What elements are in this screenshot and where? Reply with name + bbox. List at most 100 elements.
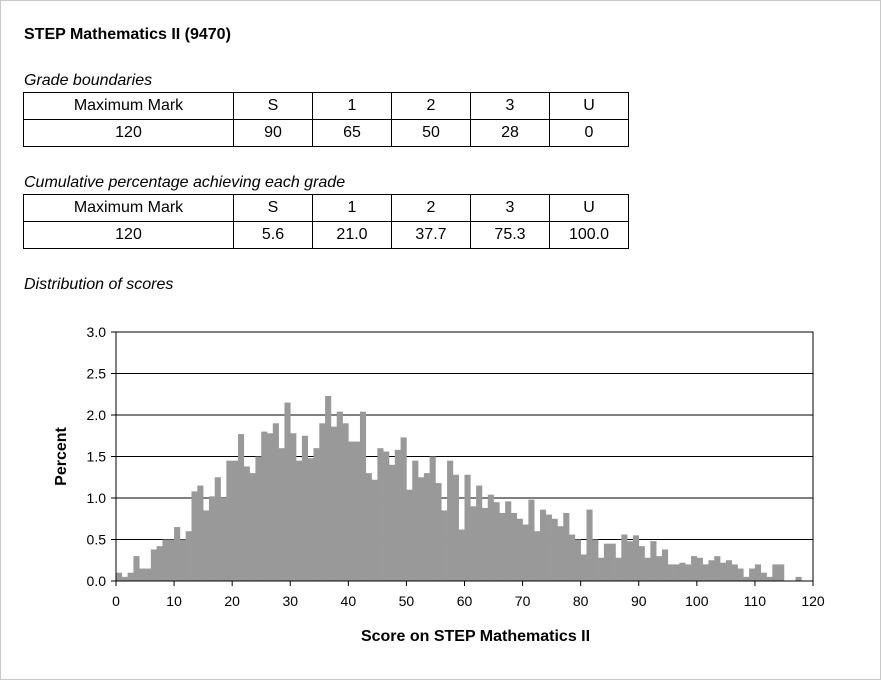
histogram-bar xyxy=(197,485,204,581)
y-tick-label: 0.5 xyxy=(87,532,107,548)
header-cell: 3 xyxy=(470,92,550,120)
histogram-bar xyxy=(667,564,674,581)
x-tick-label: 40 xyxy=(341,593,357,609)
x-tick-label: 50 xyxy=(399,593,415,609)
histogram-bar xyxy=(470,506,477,581)
value-cell: 100.0 xyxy=(549,221,629,249)
histogram-bar xyxy=(656,556,663,581)
x-tick-label: 0 xyxy=(112,593,120,609)
histogram-bar xyxy=(226,460,233,581)
histogram-bar xyxy=(516,518,523,581)
histogram-bar xyxy=(412,460,419,581)
x-tick-label: 120 xyxy=(801,593,825,609)
histogram-bar xyxy=(220,498,227,581)
histogram-bar xyxy=(743,576,750,581)
y-tick-label: 0.0 xyxy=(87,573,107,589)
value-cell: 90 xyxy=(233,119,313,147)
histogram-bar xyxy=(487,494,494,581)
value-cell: 21.0 xyxy=(312,221,392,249)
histogram-bar xyxy=(127,572,134,581)
x-tick-label: 60 xyxy=(457,593,473,609)
histogram-bar xyxy=(458,529,465,581)
x-tick-label: 110 xyxy=(744,593,767,609)
value-cell: 120 xyxy=(23,221,234,249)
y-tick-label: 2.0 xyxy=(87,407,107,423)
x-tick-label: 30 xyxy=(282,593,298,609)
histogram-bar xyxy=(237,434,245,581)
table-row: 120 5.6 21.0 37.7 75.3 100.0 xyxy=(23,221,629,249)
histogram-bar xyxy=(772,564,779,581)
histogram-bar xyxy=(754,564,762,581)
histogram-bar xyxy=(313,448,320,581)
histogram-bar xyxy=(609,543,616,581)
header-cell: 2 xyxy=(391,92,471,120)
histogram-bar xyxy=(493,502,500,581)
histogram-bar xyxy=(168,539,175,581)
header-cell: U xyxy=(549,92,629,120)
histogram-bar xyxy=(499,512,506,581)
histogram-bar xyxy=(388,464,396,581)
histogram-bar xyxy=(760,572,767,581)
histogram-bar xyxy=(563,512,570,581)
histogram-bar xyxy=(621,534,628,581)
cumulative-table: Maximum Mark S 1 2 3 U 120 5.6 21.0 37.7… xyxy=(23,194,629,249)
value-cell: 120 xyxy=(23,119,234,147)
histogram-bar xyxy=(354,441,361,581)
histogram-bar xyxy=(632,535,640,581)
histogram-bar xyxy=(116,572,123,581)
histogram-bar xyxy=(714,556,721,581)
x-tick-label: 10 xyxy=(166,593,182,609)
histogram-bar xyxy=(267,433,274,581)
x-tick-label: 70 xyxy=(515,593,531,609)
y-tick-label: 3.0 xyxy=(87,324,107,340)
histogram-bar xyxy=(522,524,529,581)
histogram-bar xyxy=(644,557,651,581)
histogram-bar xyxy=(232,460,239,581)
x-tick-labels: 0 10 20 30 40 50 60 70 80 90 100 110 120 xyxy=(112,581,825,609)
histogram-bar xyxy=(528,499,535,581)
histogram-bar xyxy=(638,546,645,581)
value-cell: 0 xyxy=(549,119,629,147)
value-cell: 65 xyxy=(312,119,392,147)
histogram-bar xyxy=(423,473,430,581)
histogram-bar xyxy=(615,557,622,581)
header-cell: Maximum Mark xyxy=(23,194,234,222)
y-tick-label: 2.5 xyxy=(87,366,107,382)
table-row: Maximum Mark S 1 2 3 U xyxy=(23,92,629,120)
x-tick-label: 20 xyxy=(224,593,240,609)
histogram-bar xyxy=(627,541,634,581)
histogram-bar xyxy=(731,564,738,581)
histogram-bar xyxy=(685,564,692,581)
x-axis-label: Score on STEP Mathematics II xyxy=(361,628,590,645)
histogram-bar xyxy=(284,402,291,581)
histogram-bar xyxy=(725,560,732,581)
histogram-bar xyxy=(371,479,378,581)
histogram-bar xyxy=(336,411,343,581)
histogram-bar xyxy=(243,466,250,581)
histogram-bar xyxy=(441,510,448,581)
histogram-bar xyxy=(191,491,198,581)
histogram-bar xyxy=(569,534,576,581)
histogram-bar xyxy=(278,448,285,581)
x-tick-label: 80 xyxy=(573,593,589,609)
header-cell: S xyxy=(233,92,313,120)
histogram-bar xyxy=(296,460,303,581)
histogram-bar xyxy=(464,474,471,581)
histogram-bar xyxy=(545,514,552,581)
histogram-bar xyxy=(679,562,686,581)
histogram-bar xyxy=(505,501,512,581)
histogram-bar xyxy=(150,549,157,581)
histogram-bar xyxy=(429,456,436,581)
histogram-bar xyxy=(510,512,518,581)
histogram-bar xyxy=(603,543,611,581)
histogram-bar xyxy=(406,489,413,581)
histogram-bar xyxy=(261,431,268,581)
value-cell: 28 xyxy=(470,119,550,147)
histogram-bar xyxy=(133,556,140,581)
x-tick-label: 90 xyxy=(631,593,647,609)
table-row: Maximum Mark S 1 2 3 U xyxy=(23,194,629,222)
histogram-bar xyxy=(145,568,152,581)
histogram-bar xyxy=(203,510,210,581)
histogram-bar xyxy=(255,456,262,581)
grade-boundaries-label: Grade boundaries xyxy=(24,72,153,89)
